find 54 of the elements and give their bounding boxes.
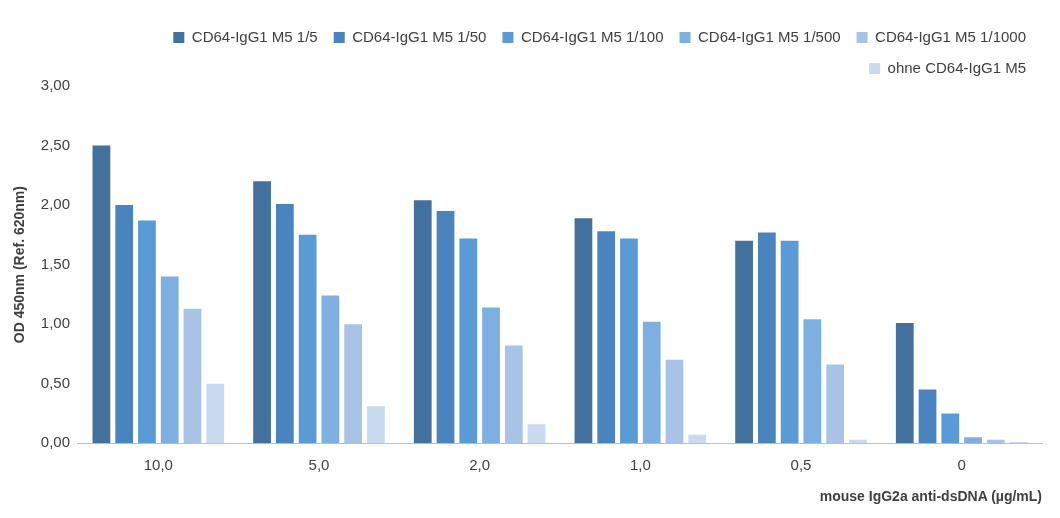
y-tick-label: 3,00 (40, 76, 70, 94)
y-tick-label: 0,00 (40, 433, 70, 451)
bar (620, 238, 638, 444)
x-tick-label: 5,0 (308, 456, 330, 474)
x-tick-label: 2,0 (469, 456, 491, 474)
legend-label: CD64-IgG1 M5 1/100 (520, 27, 664, 45)
bar (344, 324, 363, 444)
y-tick-label: 0,50 (40, 373, 70, 391)
legend-label: CD64-IgG1 M5 1/1000 (875, 27, 1027, 45)
bar (826, 364, 845, 444)
legend-label: ohne CD64-IgG1 M5 (887, 58, 1026, 76)
y-tick-label: 2,00 (40, 195, 70, 213)
bar (688, 434, 707, 444)
x-tick-label: 1,0 (629, 456, 651, 474)
bar (574, 218, 593, 444)
bar (138, 220, 156, 444)
bar (803, 319, 822, 444)
bar (298, 234, 317, 444)
bar (482, 307, 500, 444)
bar (895, 322, 914, 444)
x-tick-label: 0 (957, 456, 966, 474)
legend-label: CD64-IgG1 M5 1/500 (698, 27, 841, 45)
bar (597, 231, 616, 444)
bar (918, 389, 937, 444)
bar (665, 359, 684, 444)
bar (527, 424, 546, 444)
bar (275, 203, 294, 444)
bar (413, 200, 432, 444)
bar (115, 205, 134, 444)
bar (206, 383, 225, 444)
bar (504, 345, 523, 444)
bar (367, 406, 385, 444)
bar (436, 211, 455, 444)
x-axis-title: mouse IgG2a anti-dsDNA (µg/mL) (819, 488, 1042, 505)
bar (735, 240, 753, 444)
bar (964, 437, 982, 444)
y-axis-title: OD 450nm (Ref. 620nm) (11, 186, 28, 344)
bar (642, 321, 661, 444)
y-tick-label: 1,50 (40, 254, 70, 272)
bar (321, 295, 340, 444)
y-tick-label: 1,00 (40, 314, 70, 332)
bar (459, 238, 478, 444)
y-tick-label: 2,50 (40, 135, 70, 153)
bar (253, 181, 271, 444)
bar (160, 276, 179, 444)
x-tick-label: 0,5 (790, 456, 812, 474)
x-tick-label: 10,0 (143, 456, 173, 474)
bar (757, 232, 776, 444)
bar (183, 308, 202, 444)
legend-label: CD64-IgG1 M5 1/5 (191, 27, 318, 45)
bar (941, 413, 960, 444)
bar (92, 145, 111, 444)
legend-label: CD64-IgG1 M5 1/50 (352, 27, 487, 45)
bar (780, 240, 799, 444)
